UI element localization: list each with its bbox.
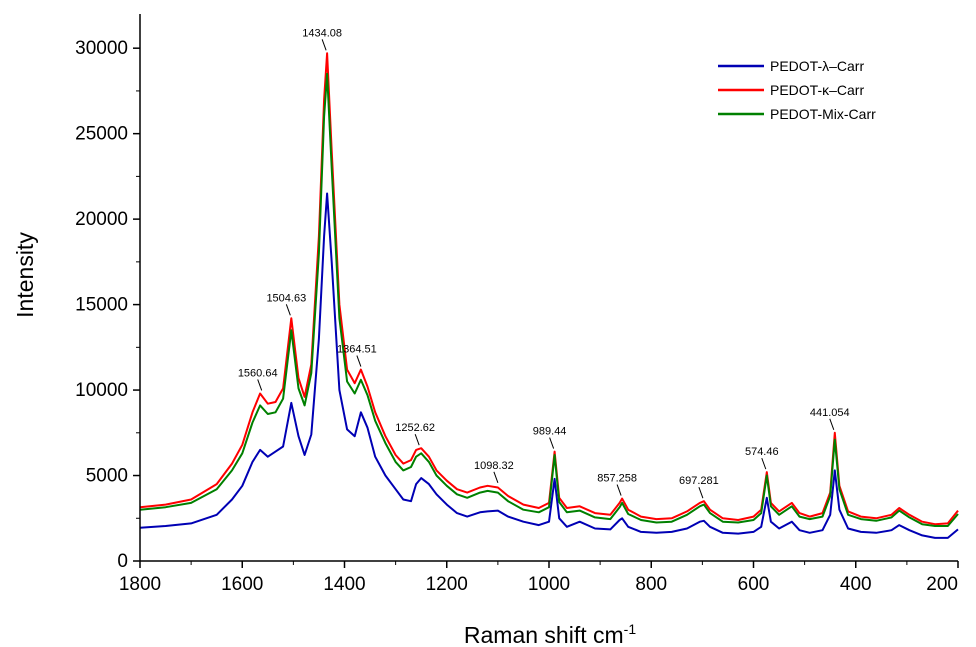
peak-label: 857.258 — [597, 473, 637, 485]
x-tick-label: 1800 — [119, 574, 161, 595]
peak-label-leader — [414, 434, 420, 446]
peak-label: 989.44 — [533, 426, 567, 438]
peak-label-leader — [493, 471, 499, 483]
y-tick-label: 25000 — [75, 124, 128, 145]
peak-label: 574.46 — [745, 446, 779, 458]
series-line-1 — [139, 192, 959, 539]
peak-label-leader — [829, 418, 835, 430]
peak-label: 697.281 — [679, 475, 719, 487]
peak-label-leader — [616, 484, 622, 496]
peak-label: 1504.63 — [266, 292, 306, 304]
x-axis-title: Raman shift cm-1 — [464, 621, 636, 647]
series-layer — [139, 52, 959, 539]
legend-label-3: PEDOT-Mix-Carr — [770, 106, 876, 122]
x-tick-label: 600 — [738, 574, 770, 595]
x-tick-label: 1400 — [323, 574, 365, 595]
peak-label-leader — [761, 457, 767, 470]
y-tick-label: 0 — [117, 551, 128, 572]
y-tick-label: 15000 — [75, 295, 128, 316]
x-tick-label: 400 — [840, 574, 872, 595]
y-tick-label: 5000 — [86, 466, 128, 487]
peak-label: 1364.51 — [337, 344, 377, 356]
y-axis-title: Intensity — [12, 232, 38, 318]
annotation-layer: 1434.08 1504.63 1560.64 1364.51 1252.62 1098.… — [238, 27, 850, 499]
x-tick-label: 800 — [635, 574, 667, 595]
x-tick-label: 200 — [926, 574, 958, 595]
peak-label: 1252.62 — [395, 422, 435, 434]
y-tick-label: 30000 — [75, 38, 128, 59]
legend: PEDOT-λ–Carr PEDOT-κ–Carr PEDOT-Mix-Carr — [718, 58, 876, 122]
x-axis-title-superscript: -1 — [624, 621, 637, 637]
series-line-2 — [139, 52, 959, 526]
legend-label-1: PEDOT-λ–Carr — [770, 58, 864, 74]
peak-label: 1098.32 — [474, 460, 514, 472]
peak-label-leader — [257, 379, 263, 391]
x-axis-title-main: Raman shift cm — [464, 622, 624, 647]
peak-label: 1560.64 — [238, 367, 278, 379]
peak-label-leader — [356, 355, 362, 367]
series-line-3 — [139, 72, 959, 527]
peak-label-leader — [698, 487, 704, 499]
peak-label-leader — [285, 304, 291, 316]
peak-label: 1434.08 — [302, 27, 342, 39]
y-tick-label: 20000 — [75, 209, 128, 230]
x-tick-label: 1600 — [221, 574, 263, 595]
y-tick-label: 10000 — [75, 380, 128, 401]
legend-label-2: PEDOT-κ–Carr — [770, 82, 864, 98]
peak-label-leader — [321, 39, 327, 51]
peak-label-leader — [549, 437, 555, 449]
axes-layer: 1800 1600 1400 1200 1000 800 600 400 200 0 5000 100… — [75, 14, 959, 595]
x-tick-label: 1200 — [426, 574, 468, 595]
x-tick-label: 1000 — [528, 574, 570, 595]
peak-label: 441.054 — [810, 407, 850, 419]
